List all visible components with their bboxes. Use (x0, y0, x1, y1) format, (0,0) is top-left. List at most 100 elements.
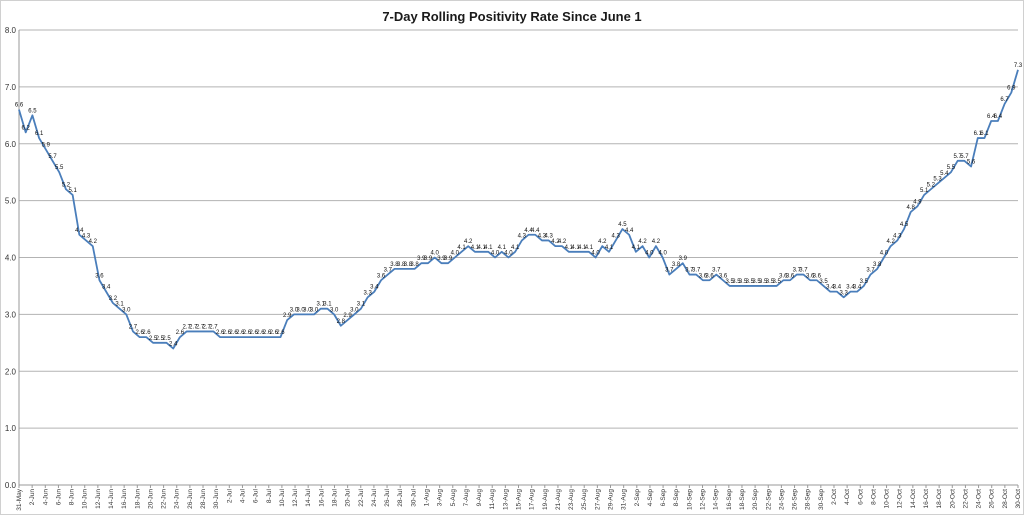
data-label: 3.1 (323, 302, 332, 308)
data-label: 3.0 (303, 307, 312, 313)
data-label: 2.4 (169, 342, 178, 348)
data-label: 3.6 (377, 273, 386, 279)
x-tick-label: 19-Aug (542, 489, 549, 510)
data-label: 3.7 (799, 268, 808, 274)
data-label: 6.4 (987, 114, 996, 120)
data-label: 4.1 (471, 245, 480, 251)
data-label: 4.5 (900, 222, 909, 228)
data-label: 3.7 (665, 268, 674, 274)
data-labels: 6.66.26.56.15.95.75.55.25.14.44.34.23.63… (15, 63, 1023, 348)
x-tick-label: 10-Jun (82, 489, 89, 509)
x-tick-label: 8-Jun (69, 489, 76, 506)
x-tick-label: 2-Oct (831, 489, 838, 505)
data-label: 4.0 (504, 251, 513, 257)
x-tick-label: 18-Jun (134, 489, 141, 509)
x-tick-label: 6-Jul (253, 488, 260, 503)
x-tick-label: 16-Sep (726, 489, 733, 510)
y-tick-label: 7.0 (5, 83, 17, 92)
x-tick-label: 8-Jul (266, 488, 273, 503)
data-label: 2.7 (196, 324, 205, 330)
data-label: 6.9 (1007, 86, 1016, 92)
data-label: 3.5 (759, 279, 768, 285)
x-tick-label: 4-Jul (239, 488, 246, 503)
data-label: 3.1 (317, 302, 326, 308)
data-label: 2.5 (156, 336, 165, 342)
x-tick-label: 2-Sep (634, 489, 641, 507)
x-tick-label: 14-Jun (108, 489, 115, 509)
data-label: 2.6 (136, 330, 145, 336)
data-label: 2.6 (216, 330, 225, 336)
data-label: 4.3 (893, 233, 902, 239)
data-label: 4.2 (598, 239, 607, 245)
x-tick-label: 4-Jun (42, 489, 49, 506)
data-label: 3.8 (672, 262, 681, 268)
x-tick-label: 6-Sep (660, 489, 667, 507)
x-tick-label: 14-Oct (910, 489, 917, 509)
data-label: 2.6 (229, 330, 238, 336)
data-label: 3.5 (732, 279, 741, 285)
data-label: 5.2 (62, 182, 71, 188)
x-tick-label: 24-Jul (371, 488, 378, 506)
x-tick-label: 13-Aug (502, 489, 509, 510)
y-tick-label: 5.0 (5, 197, 17, 206)
data-label: 4.1 (498, 245, 507, 251)
data-label: 5.7 (48, 154, 57, 160)
data-label: 4.8 (907, 205, 916, 211)
x-tick-label: 12-Sep (700, 489, 707, 510)
x-tick-label: 12-Jun (95, 489, 102, 509)
data-label: 4.3 (612, 233, 621, 239)
data-label: 3.9 (679, 256, 688, 262)
data-label: 2.7 (182, 324, 191, 330)
x-tick-label: 18-Oct (936, 489, 943, 509)
data-label: 4.9 (913, 199, 922, 205)
data-label: 4.1 (457, 245, 466, 251)
data-label: 4.2 (464, 239, 473, 245)
data-label: 3.9 (444, 256, 453, 262)
data-label: 3.8 (873, 262, 882, 268)
data-label: 3.8 (390, 262, 399, 268)
data-label: 3.1 (115, 302, 124, 308)
data-label: 3.5 (746, 279, 755, 285)
data-label: 3.6 (719, 273, 728, 279)
data-label: 4.1 (571, 245, 580, 251)
data-label: 4.4 (524, 228, 533, 234)
data-label: 4.4 (625, 228, 634, 234)
x-tick-label: 20-Sep (752, 489, 759, 510)
x-tick-label: 22-Oct (962, 489, 969, 509)
data-label: 3.4 (833, 285, 842, 291)
x-tick-label: 1-Aug (423, 489, 430, 507)
data-label: 6.2 (22, 125, 31, 131)
x-tick-label: 8-Sep (673, 489, 680, 507)
chart-title: 7-Day Rolling Positivity Rate Since June… (382, 9, 641, 24)
data-label: 3.0 (350, 307, 359, 313)
y-tick-label: 4.0 (5, 254, 17, 263)
data-label: 4.3 (82, 233, 91, 239)
x-tick-label: 11-Aug (489, 489, 496, 510)
data-label: 4.0 (658, 251, 667, 257)
x-tick-label: 24-Sep (778, 489, 785, 510)
data-label: 3.5 (772, 279, 781, 285)
data-label: 4.2 (89, 239, 98, 245)
x-tick-label: 12-Oct (897, 489, 904, 509)
data-label: 3.6 (699, 273, 708, 279)
x-tick-label: 24-Jun (174, 489, 181, 509)
data-label: 2.8 (337, 319, 346, 325)
data-label: 4.0 (431, 251, 440, 257)
data-label: 5.4 (940, 171, 949, 177)
x-tick-label: 26-Sep (792, 489, 799, 510)
data-label: 3.7 (384, 268, 393, 274)
data-label: 3.6 (786, 273, 795, 279)
x-tick-label: 30-Oct (1015, 489, 1022, 509)
y-tick-label: 6.0 (5, 140, 17, 149)
x-tick-label: 27-Aug (594, 489, 601, 510)
data-label: 3.8 (404, 262, 413, 268)
x-tick-label: 21-Aug (555, 489, 562, 510)
data-label: 5.7 (953, 154, 962, 160)
data-label: 2.6 (263, 330, 272, 336)
data-label: 4.4 (531, 228, 540, 234)
x-tick-label: 14-Sep (713, 489, 720, 510)
x-tick-label: 10-Oct (884, 489, 891, 509)
x-tick-label: 20-Oct (949, 489, 956, 509)
data-label: 3.6 (779, 273, 788, 279)
data-label: 3.3 (363, 290, 372, 296)
